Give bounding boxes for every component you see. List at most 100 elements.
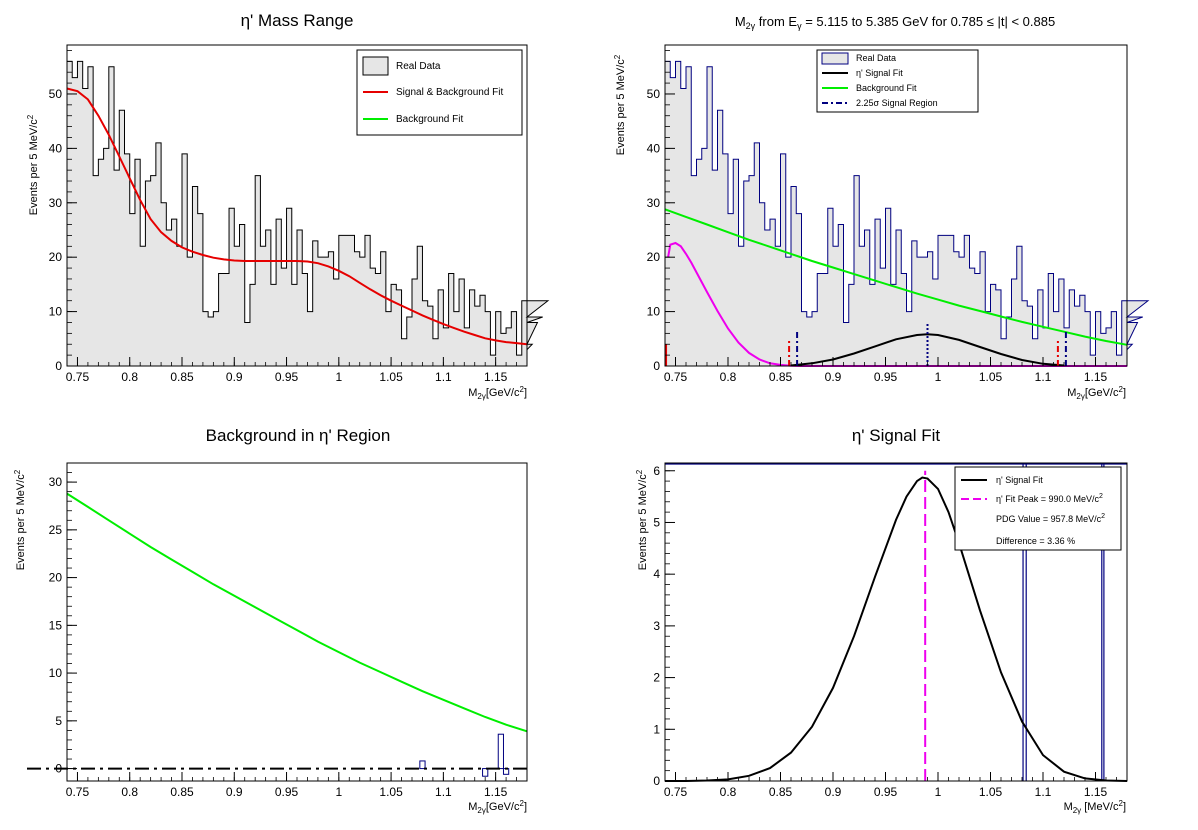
y-tick-label: 10 <box>647 305 661 319</box>
x-tick-label: 1.1 <box>435 785 452 799</box>
histogram-bar <box>497 733 504 770</box>
x-tick-label: 0.75 <box>66 785 90 799</box>
x-tick-label: 1.1 <box>1035 370 1052 384</box>
panel-title: M2γ from Eγ = 5.115 to 5.385 GeV for 0.7… <box>735 14 1055 31</box>
plot-frame <box>66 462 528 782</box>
y-tick-label: 0 <box>55 762 62 776</box>
panel-fit-detail: M2γ from Eγ = 5.115 to 5.385 GeV for 0.7… <box>613 14 1150 401</box>
y-tick-label: 40 <box>49 141 63 155</box>
y-tick-label: 10 <box>49 305 63 319</box>
y-tick-label: 30 <box>49 196 63 210</box>
panel-background: Background in η' Region 0.75 0.8 0.85 0.9 0.… <box>13 426 528 815</box>
x-tick-label: 0.95 <box>275 370 299 384</box>
x-tick-label: 0.85 <box>769 370 793 384</box>
x-axis-label: M2γ [MeV/c2] <box>1064 799 1126 815</box>
data-histogram <box>66 60 550 367</box>
legend-entry: η' Signal Fit <box>996 475 1043 485</box>
background-fit-curve <box>664 208 1128 346</box>
y-tick-label: 50 <box>49 87 63 101</box>
background-fit-curve <box>66 492 528 733</box>
y-tick-label: 20 <box>647 250 661 264</box>
x-tick-label: 1 <box>935 370 942 384</box>
x-tick-label: 0.85 <box>170 370 194 384</box>
y-tick-label: 4 <box>653 567 660 581</box>
legend-entry: η' Fit Peak = 990.0 MeV/c2 <box>996 493 1103 504</box>
legend-entry: Background Fit <box>856 83 917 93</box>
x-tick-label: 1.15 <box>1084 370 1108 384</box>
x-tick-label: 1.1 <box>435 370 452 384</box>
x-tick-label: 0.8 <box>121 370 138 384</box>
x-tick-label: 1 <box>335 785 342 799</box>
y-tick-label: 10 <box>49 666 63 680</box>
signal-fit-curve <box>665 476 1128 782</box>
x-tick-label: 0.8 <box>121 785 138 799</box>
legend-entry: 2.25σ Signal Region <box>856 98 938 108</box>
panel-title: η' Mass Range <box>241 11 354 30</box>
signal-fit-curve <box>790 333 1065 367</box>
legend: Real Data η' Signal Fit Background Fit 2… <box>816 49 979 113</box>
y-tick-label: 15 <box>49 618 63 632</box>
y-tick-label: 1 <box>653 722 660 736</box>
x-tick-label: 0.75 <box>664 785 688 799</box>
x-axis-label: M2γ[GeV/c2] <box>1067 385 1126 401</box>
histogram-bar <box>482 768 489 777</box>
y-tick-label: 6 <box>653 464 660 478</box>
panel-title: Background in η' Region <box>206 426 391 445</box>
y-tick-label: 40 <box>647 141 661 155</box>
y-tick-label: 50 <box>647 87 661 101</box>
x-tick-label: 1.1 <box>1035 785 1052 799</box>
y-tick-label: 30 <box>49 475 63 489</box>
y-tick-label: 30 <box>647 196 661 210</box>
y-tick-label: 3 <box>653 619 660 633</box>
x-tick-label: 0.95 <box>874 785 898 799</box>
legend-entry: Real Data <box>396 61 441 72</box>
legend-entry: Signal & Background Fit <box>396 87 504 98</box>
y-tick-label: 0 <box>653 774 660 788</box>
legend-entry: PDG Value = 957.8 MeV/c2 <box>996 513 1105 524</box>
legend-entry: Real Data <box>856 53 896 63</box>
panel-signal-fit: η' Signal Fit 0.75 0.8 0.85 0.9 0.95 1 1.05 1.1… <box>635 426 1128 815</box>
legend-swatch-data <box>362 56 389 76</box>
y-tick-label: 5 <box>653 515 660 529</box>
x-tick-label: 0.9 <box>226 370 243 384</box>
y-tick-label: 20 <box>49 571 63 585</box>
data-histogram <box>664 60 1150 367</box>
y-axis-label: Events per 5 MeV/c2 <box>26 114 40 215</box>
x-tick-label: 0.85 <box>170 785 194 799</box>
x-tick-label: 0.75 <box>66 370 90 384</box>
y-tick-label: 0 <box>653 359 660 373</box>
y-tick-label: 0 <box>55 359 62 373</box>
legend: Real Data Signal & Background Fit Backgr… <box>356 49 523 136</box>
x-axis-label: M2γ[GeV/c2] <box>468 799 527 815</box>
x-tick-label: 1 <box>335 370 342 384</box>
legend: η' Signal Fit η' Fit Peak = 990.0 MeV/c2… <box>954 466 1122 551</box>
x-tick-label: 1.05 <box>379 370 403 384</box>
x-tick-label: 1.05 <box>979 785 1003 799</box>
legend-entry: Difference = 3.36 % <box>996 536 1075 546</box>
x-tick-label: 0.95 <box>874 370 898 384</box>
y-tick-label: 5 <box>55 714 62 728</box>
x-tick-label: 0.85 <box>769 785 793 799</box>
panel-mass-range: η' Mass Range 0.75 0.8 0.85 0.9 0.95 1 1.05 1.1… <box>26 11 550 401</box>
x-tick-label: 0.75 <box>664 370 688 384</box>
x-axis-label: M2γ[GeV/c2] <box>468 385 527 401</box>
x-tick-label: 0.8 <box>720 785 737 799</box>
y-tick-label: 25 <box>49 523 63 537</box>
x-tick-label: 1.15 <box>1084 785 1108 799</box>
y-axis-label: Events per 5 MeV/c2 <box>13 469 27 570</box>
legend-entry: η' Signal Fit <box>856 68 903 78</box>
x-tick-label: 1.05 <box>979 370 1003 384</box>
y-axis-label: Events per 5 MeV/c2 <box>635 469 649 570</box>
x-tick-label: 0.95 <box>275 785 299 799</box>
x-tick-label: 0.9 <box>825 370 842 384</box>
x-tick-label: 0.9 <box>226 785 243 799</box>
y-tick-label: 20 <box>49 250 63 264</box>
x-tick-label: 0.9 <box>825 785 842 799</box>
x-tick-label: 1 <box>935 785 942 799</box>
legend-entry: Background Fit <box>396 114 463 125</box>
signal-background-fit-curve <box>66 87 528 346</box>
x-tick-label: 1.15 <box>484 785 508 799</box>
y-tick-label: 2 <box>653 671 660 685</box>
y-axis-label: Events per 5 MeV/c2 <box>613 54 627 155</box>
